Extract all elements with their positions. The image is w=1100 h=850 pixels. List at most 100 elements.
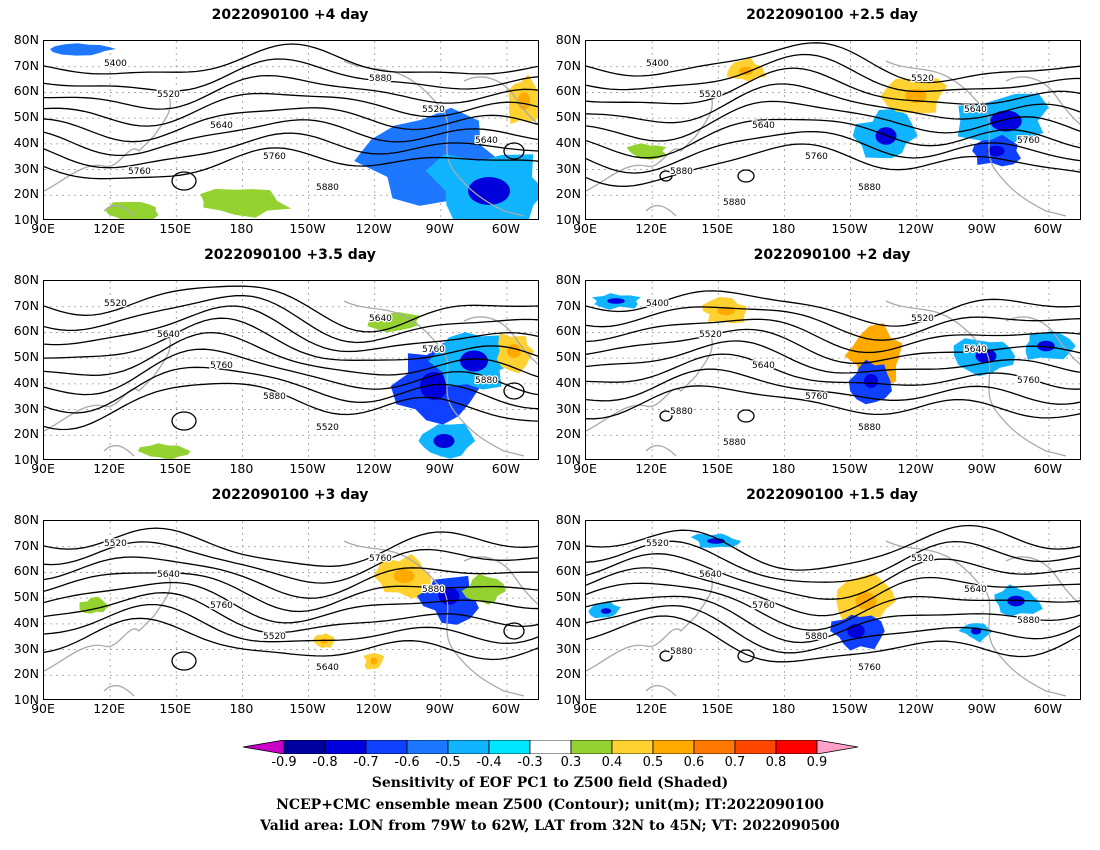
coastline: [645, 204, 677, 217]
longitude-label: 150W: [831, 221, 868, 236]
contour-label: 5640: [475, 136, 498, 146]
longitude-label: 120E: [93, 461, 125, 476]
longitude-label: 90E: [31, 461, 55, 476]
sensitivity-core: [420, 372, 448, 400]
z500-contour: [44, 348, 538, 396]
z500-closed-contour: [171, 171, 197, 191]
latitude-label: 80N: [13, 512, 39, 527]
sensitivity-core: [468, 177, 510, 205]
z500-contour: [586, 318, 1080, 354]
longitude-label: 60W: [491, 221, 521, 236]
latitude-label: 50N: [555, 589, 581, 605]
coastline: [44, 335, 171, 432]
z500-contour: [586, 567, 1080, 617]
contour-label: 5760: [752, 601, 775, 611]
latitude-label: 70N: [555, 537, 581, 553]
z500-contour: [586, 615, 1080, 663]
sensitivity-core: [905, 89, 927, 103]
colorbar-segment: [775, 740, 818, 754]
colorbar-tick-label: -0.5: [435, 755, 461, 770]
sensitivity-core: [975, 349, 997, 363]
contour-label: 5400: [646, 299, 669, 309]
sensitivity-core: [393, 569, 415, 583]
coastline: [103, 444, 135, 457]
contour-label: 5760: [805, 152, 828, 162]
z500-contour: [586, 582, 1080, 631]
colorbar-segment: [488, 740, 531, 754]
z500-contour: [586, 328, 1080, 364]
z500-contour: [44, 74, 538, 110]
latitude-label: 80N: [555, 32, 581, 47]
z500-contour: [44, 592, 538, 634]
longitude-label: 150W: [289, 461, 326, 476]
latitude-label: 10N: [555, 692, 581, 707]
z500-contour: [586, 604, 1080, 654]
contour-label: 5880: [475, 376, 498, 386]
colorbar-right-arrow: [816, 740, 859, 754]
contour-label: 5760: [128, 167, 151, 177]
longitude-label: 150W: [289, 701, 326, 716]
panel-title-3: 2022090100 +3.5 day: [204, 247, 376, 263]
contour-label: 5640: [964, 105, 987, 115]
z500-contour: [44, 617, 538, 661]
caption-line-2: NCEP+CMC ensemble mean Z500 (Contour); u…: [276, 797, 824, 813]
z500-contour: [586, 340, 1080, 374]
contour-label: 5760: [210, 361, 233, 371]
coastline: [586, 335, 713, 432]
contour-label: 5640: [369, 314, 392, 324]
longitude-label: 90W: [967, 461, 996, 476]
colorbar-segment: [529, 740, 572, 754]
contour-label: 5640: [752, 361, 775, 371]
longitude-label: 120E: [93, 701, 125, 716]
longitude-label: 120E: [635, 701, 667, 716]
latitude-label: 30N: [13, 160, 39, 176]
longitude-label: 150E: [159, 461, 192, 476]
sensitivity-core: [460, 350, 488, 372]
colorbar-segment: [283, 740, 326, 754]
longitude-label: 90E: [573, 701, 597, 716]
longitude-label: 150E: [701, 701, 734, 716]
coastline: [885, 540, 1067, 697]
latitude-label: 20N: [13, 666, 39, 682]
contour-label: 5760: [858, 663, 881, 673]
z500-closed-contour: [737, 169, 755, 183]
coastline: [103, 204, 135, 217]
longitude-label: 90W: [967, 221, 996, 236]
longitude-label: 150W: [289, 221, 326, 236]
colorbar-segment: [611, 740, 654, 754]
z500-closed-contour: [659, 410, 673, 422]
colorbar-tick-label: -0.6: [394, 755, 420, 770]
colorbar-tick-label: -0.7: [353, 755, 379, 770]
latitude-label: 50N: [13, 589, 39, 605]
contour-label: 5520: [646, 539, 669, 549]
map-panel-6: 5520 5640 5760 5880 5760 5520 5640 5880 5880: [585, 520, 1081, 700]
z500-contour: [586, 524, 1080, 571]
latitude-label: 40N: [13, 614, 39, 630]
latitude-label: 10N: [13, 212, 39, 227]
colorbar-tick-label: -0.9: [271, 755, 297, 770]
panel-title-2: 2022090100 +2.5 day: [746, 7, 918, 23]
z500-contour: [586, 290, 1080, 327]
latitude-label: 30N: [13, 400, 39, 416]
sensitivity-shading: [626, 143, 667, 160]
z500-contour: [44, 366, 538, 414]
latitude-label: 10N: [555, 212, 581, 227]
coastline: [885, 60, 1067, 217]
coastline: [343, 60, 525, 217]
z500-contour: [44, 527, 538, 567]
panel-title-5: 2022090100 +3 day: [211, 487, 369, 503]
contour-label: 5880: [369, 74, 392, 84]
caption-line-3: Valid area: LON from 79W to 62W, LAT fro…: [260, 818, 840, 834]
longitude-label: 180: [771, 701, 796, 716]
contour-label: 5520: [911, 74, 934, 84]
sensitivity-core: [433, 434, 455, 448]
sensitivity-core: [865, 345, 887, 367]
latitude-label: 60N: [555, 563, 581, 579]
colorbar-segment: [570, 740, 613, 754]
coastline: [343, 300, 525, 457]
coastline: [463, 556, 538, 606]
coastline: [44, 95, 171, 192]
z500-contour: [586, 143, 1080, 187]
map-panel-2: 5400 5520 5640 5760 5880 5520 5640 5760 5880 5880: [585, 40, 1081, 220]
latitude-label: 50N: [555, 109, 581, 125]
